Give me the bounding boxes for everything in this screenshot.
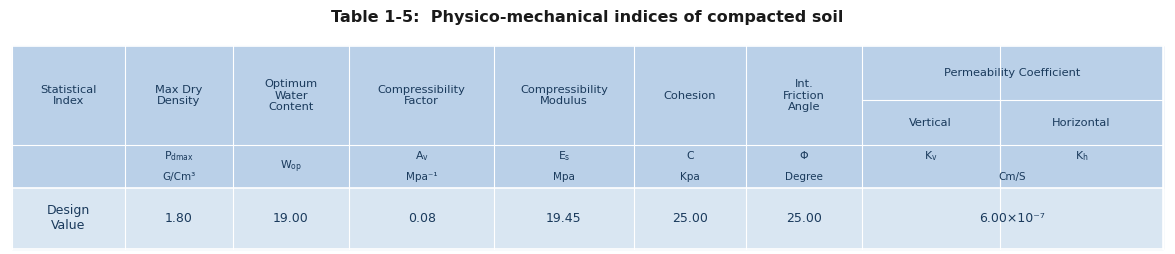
Bar xyxy=(12,188,1163,249)
Text: K$_{\mathregular{v}}$: K$_{\mathregular{v}}$ xyxy=(924,149,938,163)
Text: 25.00: 25.00 xyxy=(672,212,707,225)
Text: Φ: Φ xyxy=(800,151,808,161)
Text: 19.00: 19.00 xyxy=(273,212,309,225)
Text: Permeability Coefficient: Permeability Coefficient xyxy=(945,68,1081,78)
Text: A$_{\mathregular{v}}$: A$_{\mathregular{v}}$ xyxy=(415,149,429,163)
Text: Mpa: Mpa xyxy=(553,172,575,182)
Text: P$_{\mathregular{dmax}}$: P$_{\mathregular{dmax}}$ xyxy=(163,149,194,163)
Text: Horizontal: Horizontal xyxy=(1053,118,1110,128)
Text: Mpa⁻¹: Mpa⁻¹ xyxy=(405,172,437,182)
Text: 6.00×10⁻⁷: 6.00×10⁻⁷ xyxy=(980,212,1046,225)
Text: 25.00: 25.00 xyxy=(786,212,822,225)
Text: Optimum
Water
Content: Optimum Water Content xyxy=(264,79,317,112)
Text: Compressibility
Modulus: Compressibility Modulus xyxy=(521,85,607,106)
Text: 1.80: 1.80 xyxy=(165,212,193,225)
Text: Statistical
Index: Statistical Index xyxy=(40,85,96,106)
Text: 0.08: 0.08 xyxy=(408,212,436,225)
Text: G/Cm³: G/Cm³ xyxy=(162,172,195,182)
Text: 19.45: 19.45 xyxy=(546,212,582,225)
Text: Kpa: Kpa xyxy=(680,172,700,182)
Text: Table 1-5:  Physico-mechanical indices of compacted soil: Table 1-5: Physico-mechanical indices of… xyxy=(331,10,844,25)
Text: Cohesion: Cohesion xyxy=(664,90,717,101)
Text: Cm/S: Cm/S xyxy=(999,172,1026,182)
Text: K$_{\mathregular{h}}$: K$_{\mathregular{h}}$ xyxy=(1075,149,1088,163)
Text: E$_{\mathregular{s}}$: E$_{\mathregular{s}}$ xyxy=(558,149,570,163)
Text: Max Dry
Density: Max Dry Density xyxy=(155,85,202,106)
Text: Design
Value: Design Value xyxy=(47,204,89,232)
Text: W$_{\mathregular{op}}$: W$_{\mathregular{op}}$ xyxy=(280,158,302,175)
Text: Compressibility
Factor: Compressibility Factor xyxy=(377,85,465,106)
Text: Int.
Friction
Angle: Int. Friction Angle xyxy=(783,79,825,112)
Bar xyxy=(12,46,1163,188)
Text: C: C xyxy=(686,151,693,161)
Text: Vertical: Vertical xyxy=(909,118,952,128)
Text: Degree: Degree xyxy=(785,172,822,182)
